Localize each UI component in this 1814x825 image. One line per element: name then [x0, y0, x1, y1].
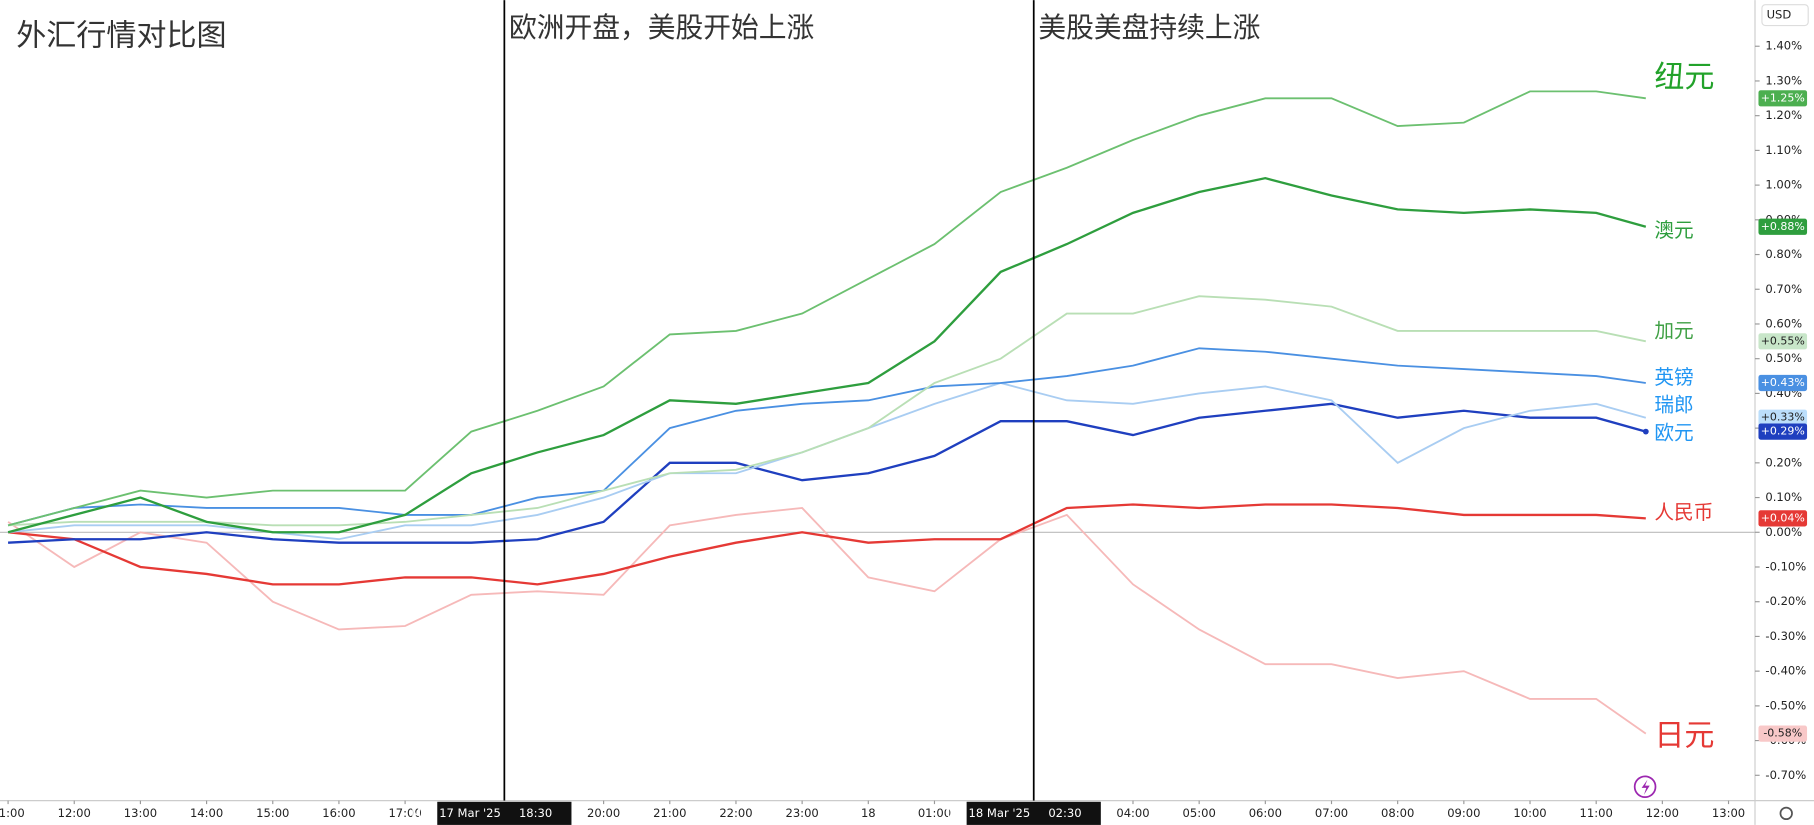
x-tick-label: 14:00 [190, 806, 223, 820]
x-tick-label: 11:00 [1580, 806, 1613, 820]
event-time: 18:30 [519, 806, 552, 820]
legend-label: 日元 [1654, 719, 1714, 754]
event-date: Tue 18 Mar '25 [944, 806, 1030, 820]
currency-button[interactable] [1761, 4, 1809, 27]
last-value-label: +1.25% [1761, 91, 1805, 104]
event-time-badge [437, 801, 572, 825]
x-tick-label: 09:00 [1447, 806, 1480, 820]
event-annotation: 美股美盘持续上涨 [1038, 11, 1260, 44]
series-line [7, 176, 1647, 534]
last-value-badge [1758, 423, 1808, 440]
lightning-glyph [1641, 779, 1650, 795]
x-tick-label: 05:00 [1183, 806, 1216, 820]
event-date: Mon 17 Mar '25 [411, 806, 501, 820]
legend-label: 欧元 [1654, 421, 1693, 444]
series-line [7, 503, 1646, 586]
y-tick-label: -0.30% [1765, 629, 1806, 643]
y-tick-label: -0.50% [1765, 698, 1806, 712]
last-value-badge [1758, 333, 1808, 350]
last-value-label: +0.04% [1761, 511, 1805, 524]
y-tick-label: 0.60% [1765, 316, 1802, 330]
x-tick-label: 01:00 [918, 806, 951, 820]
event-time-badge [966, 801, 1101, 825]
last-value-badge [1758, 90, 1808, 107]
y-tick-label: 1.00% [1765, 178, 1802, 192]
x-tick-label: 13:00 [124, 806, 157, 820]
x-tick-label: 10:00 [1513, 806, 1546, 820]
y-tick-label: 0.00% [1765, 525, 1802, 539]
y-tick-label: -0.40% [1765, 664, 1806, 678]
x-tick-label: 12:00 [1646, 806, 1679, 820]
series-line [7, 347, 1646, 527]
y-tick-label: 1.30% [1765, 73, 1802, 87]
last-value-badge [1758, 510, 1808, 527]
legend-label: 人民币 [1654, 501, 1713, 524]
currency-label[interactable]: USD [1767, 8, 1792, 22]
y-tick-label: -0.10% [1765, 559, 1806, 573]
x-tick-label: 16:00 [322, 806, 355, 820]
last-value-label: +0.33% [1761, 411, 1805, 424]
lightning-icon[interactable] [1633, 775, 1657, 799]
x-tick-label: 06:00 [1249, 806, 1282, 820]
y-tick-label: 1.40% [1765, 39, 1802, 53]
series-line [8, 295, 1647, 527]
legend-label: 澳元 [1654, 219, 1693, 242]
y-tick-label: 0.20% [1765, 455, 1802, 469]
settings-icon[interactable] [1779, 806, 1793, 821]
y-tick-label: -0.20% [1765, 594, 1806, 608]
last-value-label: +0.88% [1761, 220, 1805, 233]
y-tick-label: 0.80% [1765, 247, 1802, 261]
y-tick-label: 1.10% [1765, 143, 1802, 157]
y-tick-label: 0.10% [1765, 490, 1802, 504]
y-tick-label: 0.70% [1765, 282, 1802, 296]
last-value-badge [1758, 725, 1808, 742]
x-tick-label: 04:00 [1116, 806, 1149, 820]
last-value-label: -0.58% [1763, 727, 1802, 740]
series-line [8, 402, 1647, 544]
legend-label: 纽元 [1654, 60, 1714, 95]
chart-title: 外汇行情对比图 [16, 19, 226, 54]
y-tick-label: -0.70% [1765, 768, 1806, 782]
series-line [7, 90, 1646, 527]
x-tick-label: 22:00 [719, 806, 752, 820]
event-time: 02:30 [1048, 806, 1081, 820]
last-value-badge [1758, 374, 1808, 392]
y-tick-label: 0.50% [1765, 351, 1802, 365]
x-tick-label: 15:00 [256, 806, 289, 820]
last-value-badge [1758, 409, 1808, 426]
event-annotation: 欧洲开盘，美股开始上涨 [509, 11, 814, 44]
x-tick-label: 07:00 [1315, 806, 1348, 820]
series-end-dot [1642, 428, 1649, 435]
x-tick-label: 20:00 [587, 806, 620, 820]
x-tick-label: 08:00 [1381, 806, 1414, 820]
last-value-badge [1758, 218, 1808, 235]
x-tick-label: 17:00 [388, 806, 421, 820]
last-value-label: +0.29% [1761, 425, 1805, 438]
x-tick-label: 13:00 [1712, 806, 1745, 820]
legend-label: 英镑 [1654, 366, 1693, 389]
x-tick-label: 11:00 [0, 806, 25, 820]
legend-label: 加元 [1654, 320, 1693, 343]
x-tick-label: 18 [861, 806, 876, 820]
y-tick-label: 1.20% [1765, 108, 1802, 122]
last-value-label: +0.43% [1761, 376, 1805, 389]
last-value-label: +0.55% [1761, 334, 1805, 347]
legend-label: 瑞郎 [1654, 394, 1693, 417]
x-tick-label: 23:00 [785, 806, 818, 820]
x-tick-label: 12:00 [58, 806, 91, 820]
series-line [7, 507, 1647, 735]
x-tick-label: 21:00 [653, 806, 686, 820]
